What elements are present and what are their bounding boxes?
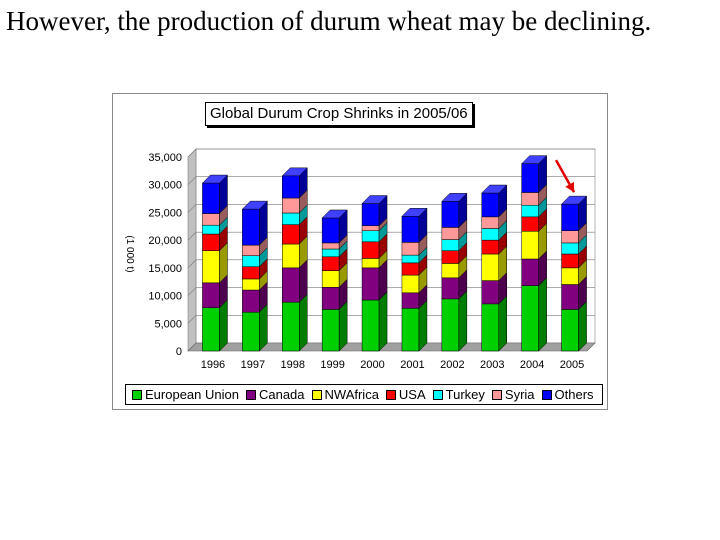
bar-segment <box>361 217 388 232</box>
bar-segment <box>321 262 348 288</box>
bar-segment <box>401 207 428 243</box>
bar-segment <box>521 155 548 194</box>
bar-segment <box>201 174 229 215</box>
bar-segment <box>561 222 587 244</box>
x-tick-label: 2004 <box>520 359 544 371</box>
bar-stack-1996 <box>201 174 229 352</box>
bar-segment <box>282 259 308 303</box>
bar-stack-2002 <box>441 192 468 352</box>
legend-label: NWAfrica <box>324 387 379 402</box>
bar-segment <box>481 295 507 352</box>
x-tick-label: 1996 <box>201 359 225 371</box>
x-tick-label: 2005 <box>560 359 584 371</box>
legend-item: European Union <box>132 387 239 402</box>
bar-stack-1999 <box>321 209 348 352</box>
legend-item: NWAfrica <box>311 387 379 402</box>
bar-stack-1997 <box>241 200 268 352</box>
legend-label: Others <box>554 387 594 402</box>
x-tick-label: 2003 <box>480 359 504 371</box>
y-tick-label: 30,000 <box>148 180 182 192</box>
y-tick-label: 20,000 <box>148 235 182 247</box>
legend-label: Canada <box>258 387 305 402</box>
bar-segment <box>282 293 308 352</box>
legend-label: Turkey <box>445 387 485 402</box>
plot-side-wall <box>187 148 197 352</box>
bar-segment <box>441 290 468 352</box>
bar-segment <box>202 274 228 309</box>
y-tick-label: 25,000 <box>148 207 182 219</box>
bar-segment <box>561 259 587 286</box>
bar-stack-1998 <box>281 167 308 352</box>
y-tick-label: 10,000 <box>148 291 182 303</box>
bar-segment <box>521 250 547 287</box>
bar-segment <box>441 192 468 228</box>
bar-stack-2001 <box>401 207 428 352</box>
legend-swatch <box>491 389 502 400</box>
bar-segment <box>281 167 308 199</box>
slide-heading: However, the production of durum wheat m… <box>6 6 652 36</box>
y-axis-label: (1 000 t) <box>124 235 135 272</box>
gridline <box>187 148 595 158</box>
bar-segment <box>361 259 388 301</box>
x-tick-label: 2001 <box>400 359 424 371</box>
x-tick-label: 2000 <box>360 359 384 371</box>
y-tick-label: 35,000 <box>148 152 182 164</box>
bar-segment <box>481 184 508 218</box>
bar-segment <box>321 209 348 244</box>
chart-legend: European Union Canada NWAfrica USA Turkey Syr… <box>125 384 603 405</box>
legend-label: Syria <box>504 387 535 402</box>
bar-segment <box>282 189 308 214</box>
bar-segment <box>441 254 468 279</box>
legend-label: European Union <box>145 387 239 402</box>
legend-label: USA <box>398 387 426 402</box>
bar-segment <box>282 235 308 269</box>
gridline <box>187 176 595 185</box>
legend-item: USA <box>385 387 426 402</box>
bar-stack-2005 <box>560 195 588 352</box>
y-tick-label: 15,000 <box>148 263 182 275</box>
legend-swatch <box>432 389 443 400</box>
bar-segment <box>321 300 348 352</box>
legend-swatch <box>245 389 256 400</box>
legend-swatch <box>311 389 322 400</box>
bar-stack-2004 <box>521 155 548 352</box>
y-tick-label: 0 <box>176 346 182 358</box>
x-tick-label: 1999 <box>320 359 344 371</box>
bar-segment <box>481 272 507 305</box>
bar-segment <box>521 183 547 206</box>
bar-segment <box>521 208 547 232</box>
y-tick-label: 5,000 <box>154 318 182 330</box>
bar-segment <box>282 216 308 245</box>
x-tick-label: 1997 <box>241 359 265 371</box>
bar-segment <box>561 245 587 269</box>
chart-title: Global Durum Crop Shrinks in 2005/06 <box>205 102 473 126</box>
chart-frame: 0 5,000 10,000 15,000 20,000 25,000 30,000 35,0… <box>112 93 608 410</box>
annotation-arrow <box>554 159 576 193</box>
bar-segment <box>401 254 428 276</box>
x-tick-label: 2002 <box>440 359 464 371</box>
bar-segment <box>521 276 547 352</box>
bar-segment <box>241 200 268 246</box>
legend-swatch <box>385 389 396 400</box>
legend-swatch <box>541 389 552 400</box>
bar-segment <box>361 194 388 227</box>
legend-item: Canada <box>245 387 305 402</box>
legend-item: Syria <box>491 387 535 402</box>
legend-item: Turkey <box>432 387 485 402</box>
bar-segment <box>401 266 428 294</box>
chart-plot: 0 5,000 10,000 15,000 20,000 25,000 30,000 35,0… <box>124 148 596 371</box>
bar-segment <box>242 303 268 352</box>
legend-item: Others <box>541 387 594 402</box>
bar-stack-2003 <box>481 184 508 352</box>
legend-swatch <box>132 389 142 400</box>
bar-segment <box>321 278 348 311</box>
bar-segment <box>361 291 388 352</box>
bar-segment <box>560 195 588 232</box>
x-tick-label: 1998 <box>281 359 305 371</box>
bar-stack-2000 <box>361 194 388 352</box>
